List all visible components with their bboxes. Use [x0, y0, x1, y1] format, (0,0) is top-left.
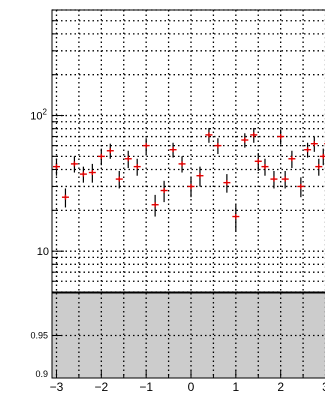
data-point-2: [70, 156, 78, 173]
data-point-4: [88, 163, 96, 183]
x-tick-label-2: 2: [277, 380, 284, 394]
y-tick-label-100-base: 10: [30, 111, 42, 123]
data-point-11: [151, 194, 159, 217]
ratio-tick-label-0.95: 0.95: [30, 331, 48, 341]
data-point-16: [196, 166, 204, 187]
data-point-0: [52, 158, 60, 176]
data-point-7: [115, 171, 123, 189]
data-point-17: [205, 127, 213, 143]
data-point-23: [254, 152, 262, 172]
data-point-8: [124, 150, 132, 169]
data-point-28: [288, 150, 296, 169]
bottom-y-axis: [52, 335, 62, 379]
data-point-15: [187, 177, 195, 198]
data-point-18: [214, 138, 222, 155]
x-tick-label--2: −2: [94, 380, 108, 394]
data-point-13: [169, 142, 177, 158]
data-point-26: [277, 129, 285, 145]
data-point-33: [319, 148, 325, 166]
data-point-25: [270, 171, 278, 189]
data-point-20: [232, 204, 240, 232]
data-point-6: [106, 143, 114, 159]
data-point-30: [304, 142, 312, 158]
data-point-5: [97, 148, 105, 166]
ratio-tick-label-0.9: 0.9: [35, 369, 48, 379]
top-grid: [52, 9, 325, 293]
x-tick-label--1: −1: [139, 380, 153, 394]
top-panel: 102 10: [30, 9, 325, 293]
data-point-24: [261, 158, 269, 176]
x-tick-label-3: 3: [322, 380, 325, 394]
x-tick-label--3: −3: [50, 380, 64, 394]
data-point-10: [142, 138, 150, 155]
x-axis: [55, 370, 304, 378]
data-point-3: [79, 166, 87, 183]
y-tick-label-10: 10: [37, 246, 49, 258]
y-tick-label-100-exponent: 2: [43, 108, 48, 117]
data-points: [52, 127, 325, 232]
data-point-14: [178, 156, 186, 173]
x-tick-label-0: 0: [188, 380, 195, 394]
top-plot-frame: [51, 9, 325, 293]
data-point-19: [223, 174, 231, 193]
bottom-grid: [52, 293, 325, 378]
x-tick-label-1: 1: [232, 380, 239, 394]
y-tick-label-10-base: 10: [37, 246, 49, 258]
data-point-9: [133, 158, 141, 176]
data-point-32: [315, 158, 323, 176]
data-point-27: [281, 171, 289, 189]
data-point-22: [250, 127, 258, 143]
data-point-1: [61, 188, 69, 208]
data-point-29: [297, 177, 305, 198]
data-point-21: [241, 133, 249, 148]
bottom-panel: 0.95 0.9 −3 −2 −1 0 1 2 3: [30, 292, 325, 394]
y-tick-label-100: 102: [30, 108, 47, 123]
data-point-31: [310, 136, 318, 152]
data-point-12: [160, 180, 168, 203]
top-y-axis: [52, 9, 64, 293]
